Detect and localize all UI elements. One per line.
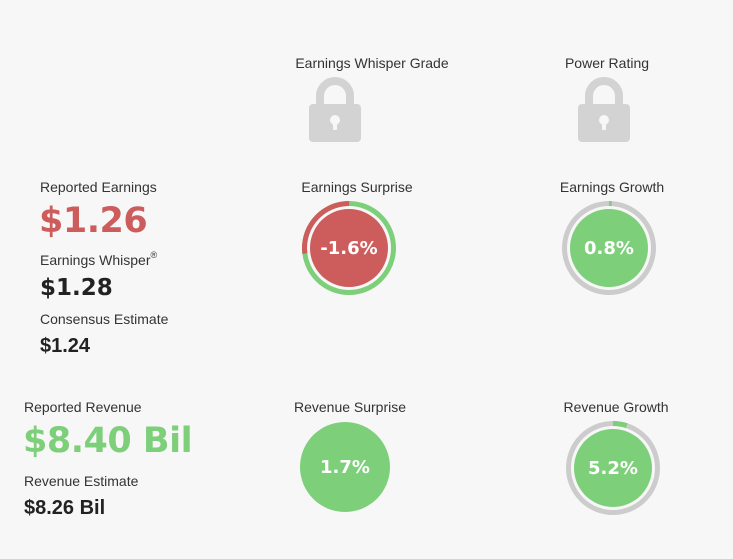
revenue-estimate-label: Revenue Estimate bbox=[24, 473, 139, 489]
whisper-grade-label: Earnings Whisper Grade bbox=[295, 55, 449, 71]
gauge-arc bbox=[566, 421, 660, 515]
earnings-whisper-value: $1.28 bbox=[40, 275, 113, 301]
earnings-growth-svg: 0.8% bbox=[562, 201, 656, 295]
reported-revenue-value: $8.40 Bil bbox=[23, 421, 193, 461]
revenue-growth-label: Revenue Growth bbox=[563, 399, 669, 415]
gauge-fill bbox=[574, 429, 652, 507]
revenue-estimate-value: $8.26 Bil bbox=[24, 497, 106, 519]
earnings-growth-gauge: 0.8% bbox=[562, 201, 656, 295]
reported-earnings-label: Reported Earnings bbox=[40, 179, 157, 195]
gauge-value: 5.2% bbox=[588, 458, 638, 479]
earnings-growth-label: Earnings Growth bbox=[559, 179, 665, 195]
power-rating-label: Power Rating bbox=[564, 55, 650, 71]
revenue-growth-svg: 5.2% bbox=[566, 421, 660, 515]
reported-earnings-value: $1.26 bbox=[39, 201, 148, 241]
earnings-whisper-label: Earnings Whisper® bbox=[40, 250, 158, 268]
lock-icon bbox=[577, 76, 631, 142]
earnings-surprise-gauge: -1.6% bbox=[302, 201, 396, 295]
gauge-fill bbox=[570, 209, 648, 287]
gauge-fill bbox=[300, 422, 390, 512]
gauge-value: 0.8% bbox=[584, 238, 634, 259]
revenue-surprise-label: Revenue Surprise bbox=[293, 399, 407, 415]
gauge-arc bbox=[562, 201, 656, 295]
revenue-surprise-svg: 1.7% bbox=[300, 422, 390, 512]
consensus-estimate-label: Consensus Estimate bbox=[40, 311, 169, 327]
earnings-surprise-svg: -1.6% bbox=[302, 201, 396, 295]
revenue-surprise-gauge: 1.7% bbox=[300, 422, 390, 512]
gauge-fill bbox=[310, 209, 388, 287]
consensus-estimate-value: $1.24 bbox=[40, 335, 91, 357]
gauge-value: 1.7% bbox=[320, 457, 370, 478]
lock-icon bbox=[308, 76, 362, 142]
reported-revenue-label: Reported Revenue bbox=[24, 399, 142, 415]
earnings-surprise-label: Earnings Surprise bbox=[301, 179, 413, 195]
gauge-value: -1.6% bbox=[320, 238, 377, 259]
revenue-growth-gauge: 5.2% bbox=[566, 421, 660, 515]
